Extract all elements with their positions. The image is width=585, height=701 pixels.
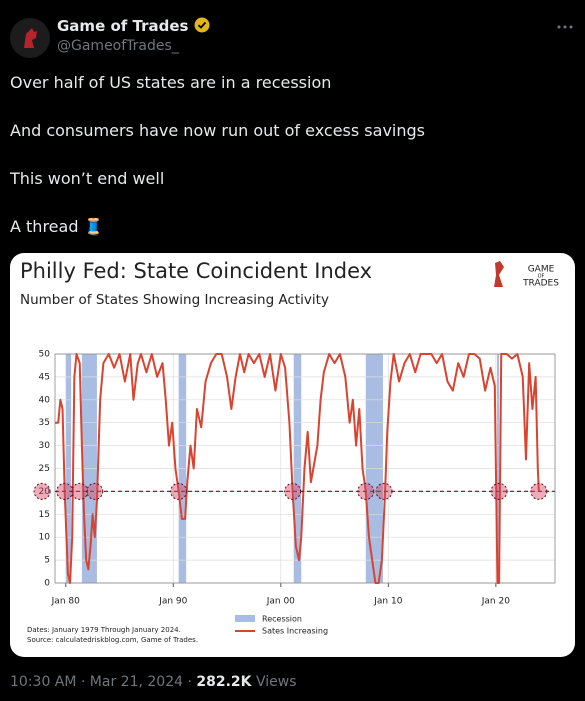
y-tick-label: 0 — [44, 579, 50, 589]
y-tick-label: 15 — [39, 510, 50, 520]
logo-text: TRADES — [522, 279, 559, 289]
x-tick-label: Jan 80 — [51, 597, 80, 607]
y-tick-label: 5 — [44, 556, 50, 566]
highlight-circle — [170, 482, 188, 500]
y-tick-label: 40 — [39, 395, 51, 405]
y-tick-label: 25 — [39, 464, 50, 474]
tweet-text: A thread 🧵 — [10, 217, 104, 236]
y-tick-label: 20 — [39, 487, 51, 497]
highlight-circle — [375, 482, 393, 500]
highlight-circle — [284, 482, 302, 500]
y-tick-label: 35 — [39, 418, 50, 428]
y-tick-label: 50 — [39, 350, 51, 360]
logo-text: OF — [538, 274, 545, 280]
view-count: 282.2K — [196, 674, 252, 690]
legend-swatch — [235, 615, 255, 622]
views-label: Views — [255, 674, 297, 690]
chart-title: Philly Fed: State Coincident Index — [20, 259, 372, 283]
more-button[interactable] — [556, 24, 576, 30]
author-handle[interactable]: @GameofTrades_ — [57, 38, 179, 54]
x-tick-label: Jan 10 — [373, 597, 402, 607]
highlight-circle — [490, 482, 508, 500]
chart-image[interactable]: Philly Fed: State Coincident Index Numbe… — [10, 253, 575, 657]
data-line — [55, 353, 540, 584]
chart-subtitle: Number of States Showing Increasing Acti… — [20, 292, 329, 308]
tweet-text: This won’t end well — [10, 169, 165, 188]
author-name[interactable]: Game of Trades — [57, 17, 210, 35]
highlight-circle — [357, 482, 375, 500]
plot-frame — [54, 353, 556, 584]
legend-label: Sates Increasing — [262, 627, 328, 636]
x-tick-label: Jan 90 — [158, 597, 187, 607]
x-tick-label: Jan 00 — [266, 597, 295, 607]
logo-text: GAME — [528, 265, 555, 275]
highlight-circle — [33, 482, 51, 500]
tweet-text: And consumers have now run out of excess… — [10, 121, 425, 140]
x-tick-label: Jan 20 — [481, 597, 510, 607]
highlight-circle — [71, 482, 89, 500]
highlight-circle — [86, 482, 104, 500]
avatar[interactable] — [10, 18, 50, 58]
y-tick-label: 30 — [39, 441, 51, 451]
logo-icon — [494, 261, 504, 287]
highlight-circle — [530, 482, 548, 500]
y-tick-label: 10 — [39, 533, 51, 543]
tweet-text: Over half of US states are in a recessio… — [10, 73, 332, 92]
legend-label: Recession — [262, 615, 302, 624]
y-tick-label: 45 — [39, 372, 50, 382]
highlight-circle — [56, 482, 74, 500]
verified-badge — [194, 17, 210, 33]
footnote: Source: calculatedriskblog.com, Game of … — [27, 636, 198, 644]
timestamp[interactable]: 10:30 AM · Mar 21, 2024 · — [10, 674, 192, 690]
author-name-text: Game of Trades — [57, 17, 189, 35]
tweet-meta: 10:30 AM · Mar 21, 2024 · 282.2K Views — [10, 674, 297, 690]
footnote: Dates: January 1979 Through January 2024… — [27, 626, 181, 634]
